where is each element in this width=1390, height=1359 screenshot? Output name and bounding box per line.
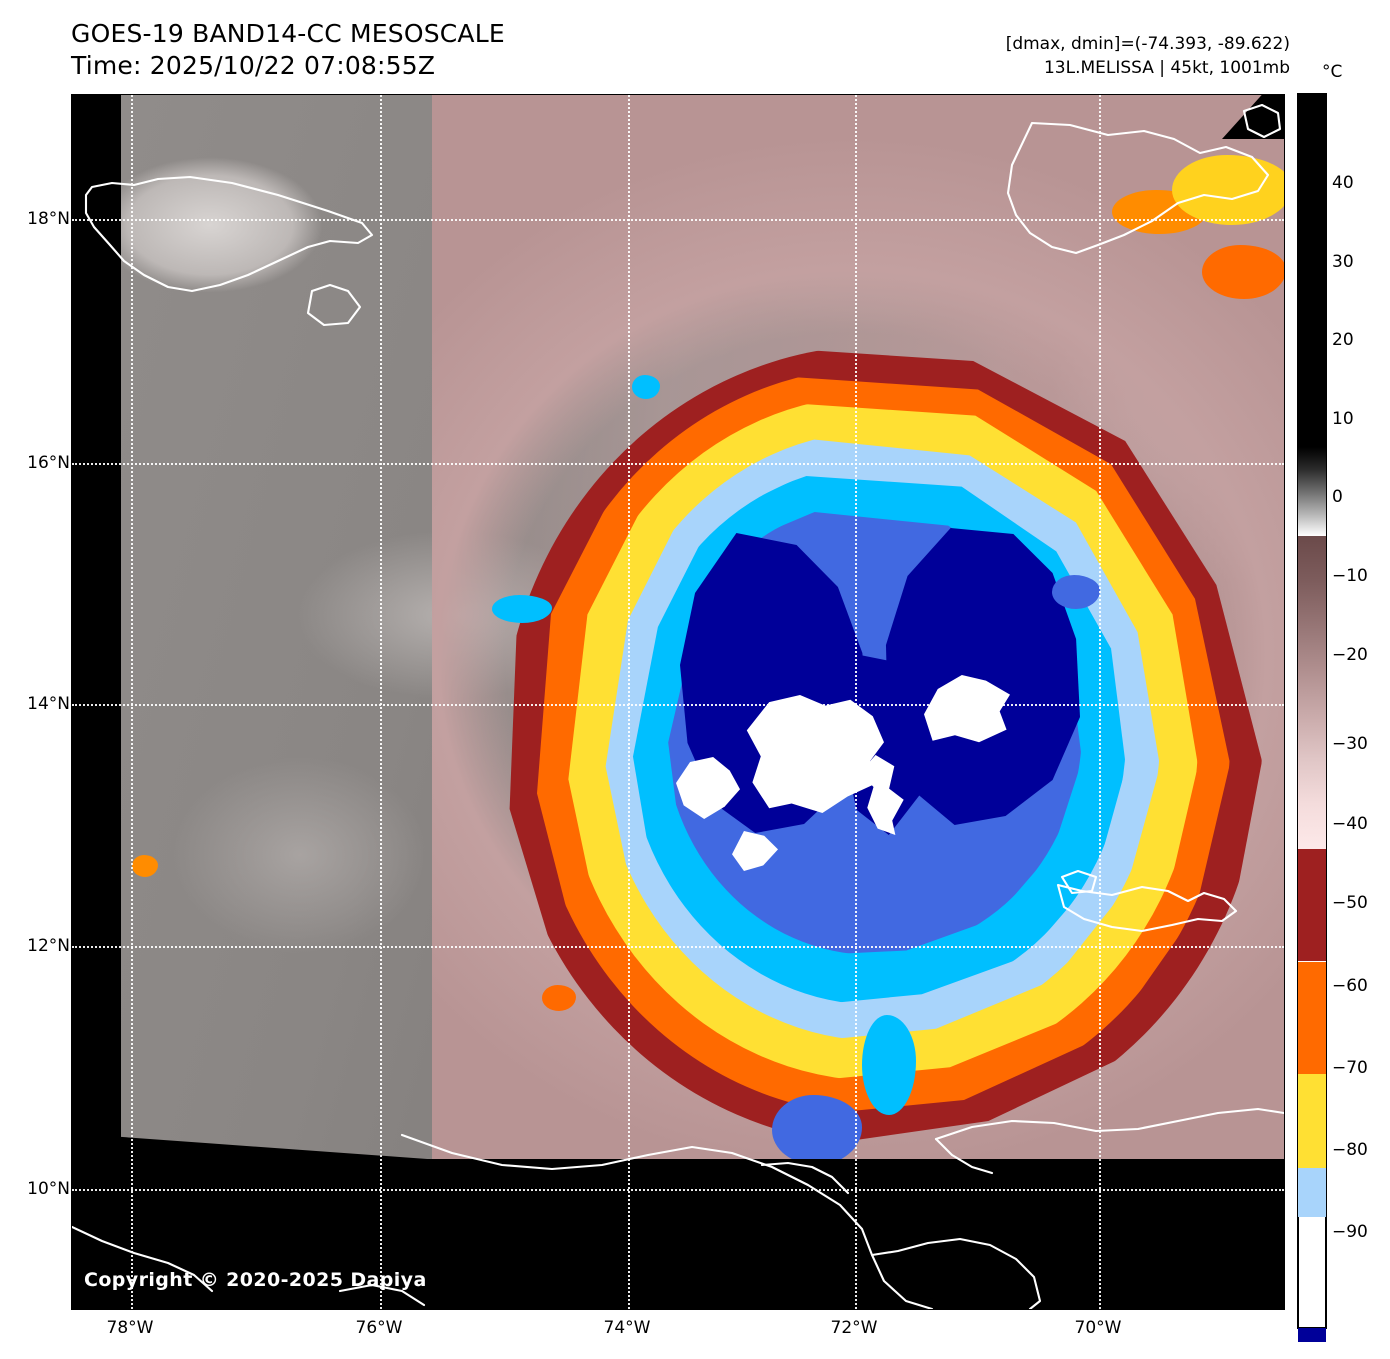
lat-label-12: 12°N	[27, 936, 70, 956]
nodata-mask-left	[72, 95, 121, 1309]
colorbar[interactable]	[1297, 93, 1327, 1342]
convective-cell	[862, 1015, 916, 1115]
cbar-tick-m90: −90	[1332, 1222, 1368, 1242]
cbar-tick-m60: −60	[1332, 976, 1368, 996]
convective-cell	[632, 375, 660, 399]
lon-label-78: 78°W	[106, 1318, 154, 1338]
storm-info-label: 13L.MELISSA | 45kt, 1001mb	[1043, 58, 1290, 78]
convective-cell	[542, 985, 576, 1011]
cbar-tick-m80: −80	[1332, 1140, 1368, 1160]
cbar-band-darkred	[1298, 849, 1326, 962]
satellite-raster	[72, 95, 1284, 1309]
cbar-band-grey-ramp	[1298, 446, 1326, 536]
lon-label-76: 76°W	[355, 1318, 403, 1338]
gridline-lon-72	[855, 95, 857, 1309]
convective-cell	[492, 595, 552, 623]
lon-label-70: 70°W	[1074, 1318, 1122, 1338]
cbar-band-white-tail	[1298, 1217, 1326, 1328]
cbar-tick-m40: −40	[1332, 814, 1368, 834]
gridline-lat-16	[72, 463, 1284, 465]
header-right: [dmax, dmin]=(-74.393, -89.622) 13L.MELI…	[1006, 32, 1290, 80]
dmax-dmin-label: [dmax, dmin]=(-74.393, -89.622)	[1005, 34, 1290, 54]
satellite-map[interactable]: Copyright © 2020-2025 Dapiya	[71, 94, 1285, 1310]
lon-label-72: 72°W	[830, 1318, 878, 1338]
header-left: GOES-19 BAND14-CC MESOSCALE Time: 2025/1…	[71, 18, 505, 82]
gridline-lat-18	[72, 219, 1284, 221]
cbar-tick-10: 10	[1332, 409, 1354, 429]
convective-cell	[1052, 575, 1100, 609]
cbar-tick-m20: −20	[1332, 645, 1368, 665]
lat-label-10: 10°N	[27, 1179, 70, 1199]
cbar-tick-20: 20	[1332, 330, 1354, 350]
gridline-lon-74	[628, 95, 630, 1309]
convective-cell	[1172, 155, 1284, 225]
lat-label-18: 18°N	[27, 209, 70, 229]
cbar-tick-40: 40	[1332, 173, 1354, 193]
cbar-band-mauve-ramp	[1298, 535, 1326, 850]
copyright-label: Copyright © 2020-2025 Dapiya	[84, 1269, 427, 1291]
cbar-tick-m50: −50	[1332, 893, 1368, 913]
coastlines	[72, 103, 1284, 1309]
convective-cell	[772, 1095, 862, 1165]
cbar-band-black	[1298, 94, 1326, 447]
gridline-lat-12	[72, 946, 1284, 948]
gridline-lon-70	[1099, 95, 1101, 1309]
colorbar-unit-label: °C	[1322, 62, 1343, 82]
cbar-band-yellow	[1298, 1073, 1326, 1168]
gridline-lat-10	[72, 1189, 1284, 1191]
lat-label-16: 16°N	[27, 453, 70, 473]
cbar-tick-0: 0	[1332, 487, 1343, 507]
cbar-tick-m10: −10	[1332, 566, 1368, 586]
cbar-tick-m70: −70	[1332, 1058, 1368, 1078]
gridline-lon-78	[131, 95, 133, 1309]
page-title: GOES-19 BAND14-CC MESOSCALE	[71, 19, 505, 48]
gridline-lat-14	[72, 704, 1284, 706]
gridline-lon-76	[380, 95, 382, 1309]
timestamp: Time: 2025/10/22 07:08:55Z	[71, 51, 436, 80]
cbar-tick-30: 30	[1332, 252, 1354, 272]
cbar-band-lightblue	[1298, 1167, 1326, 1221]
lat-label-14: 14°N	[27, 694, 70, 714]
cbar-tick-m30: −30	[1332, 734, 1368, 754]
convective-cell	[132, 855, 158, 877]
nodata-mask-bottom	[72, 1159, 1284, 1309]
convective-cell	[1202, 245, 1284, 299]
cbar-band-orange	[1298, 961, 1326, 1074]
lon-label-74: 74°W	[603, 1318, 651, 1338]
